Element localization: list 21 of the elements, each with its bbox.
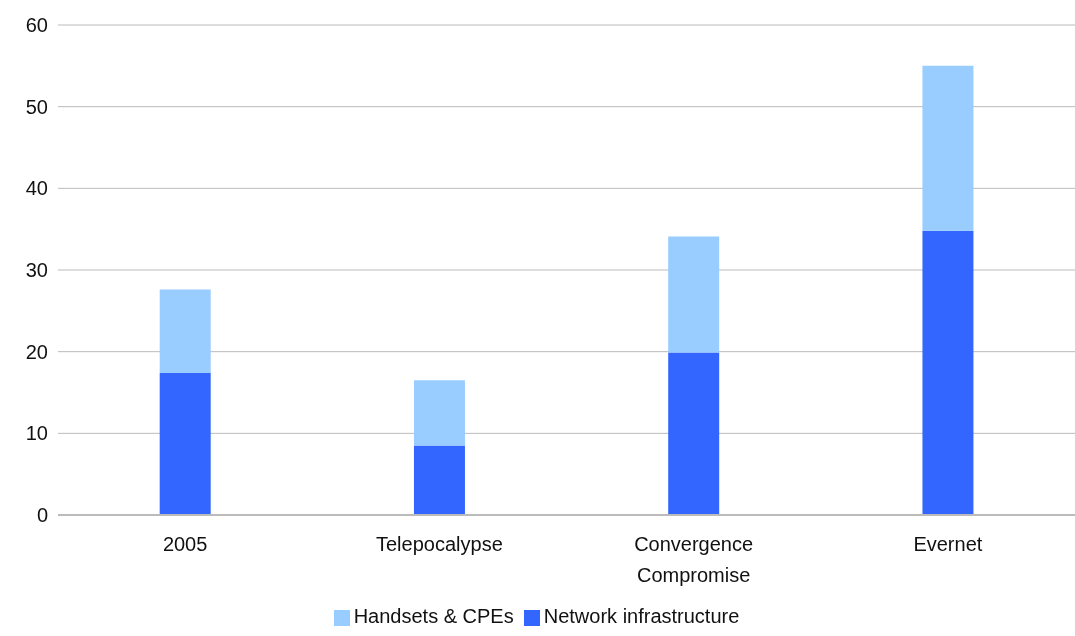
y-tick-label: 20 xyxy=(25,340,48,363)
y-tick-label: 10 xyxy=(25,422,48,445)
bar xyxy=(922,230,974,515)
y-tick-label: 30 xyxy=(25,259,48,282)
y-tick-label: 60 xyxy=(25,14,48,37)
bar xyxy=(668,236,720,353)
x-tick-label: Telepocalypse xyxy=(376,533,503,556)
y-tick-label: 0 xyxy=(36,504,48,527)
bar xyxy=(159,372,211,515)
x-tick-label: Evernet xyxy=(913,533,983,556)
legend-label: Network infrastructure xyxy=(543,605,740,627)
y-tick-label: 40 xyxy=(25,177,48,200)
x-tick-label: Convergence Compromise xyxy=(634,533,754,587)
legend-label: Handsets & CPEs xyxy=(353,605,514,627)
bar xyxy=(413,445,465,515)
bar xyxy=(668,352,720,515)
bar xyxy=(922,65,974,231)
bar xyxy=(413,380,465,446)
bar xyxy=(159,289,211,373)
y-tick-label: 50 xyxy=(25,95,48,118)
x-tick-label: 2005 xyxy=(162,533,208,556)
